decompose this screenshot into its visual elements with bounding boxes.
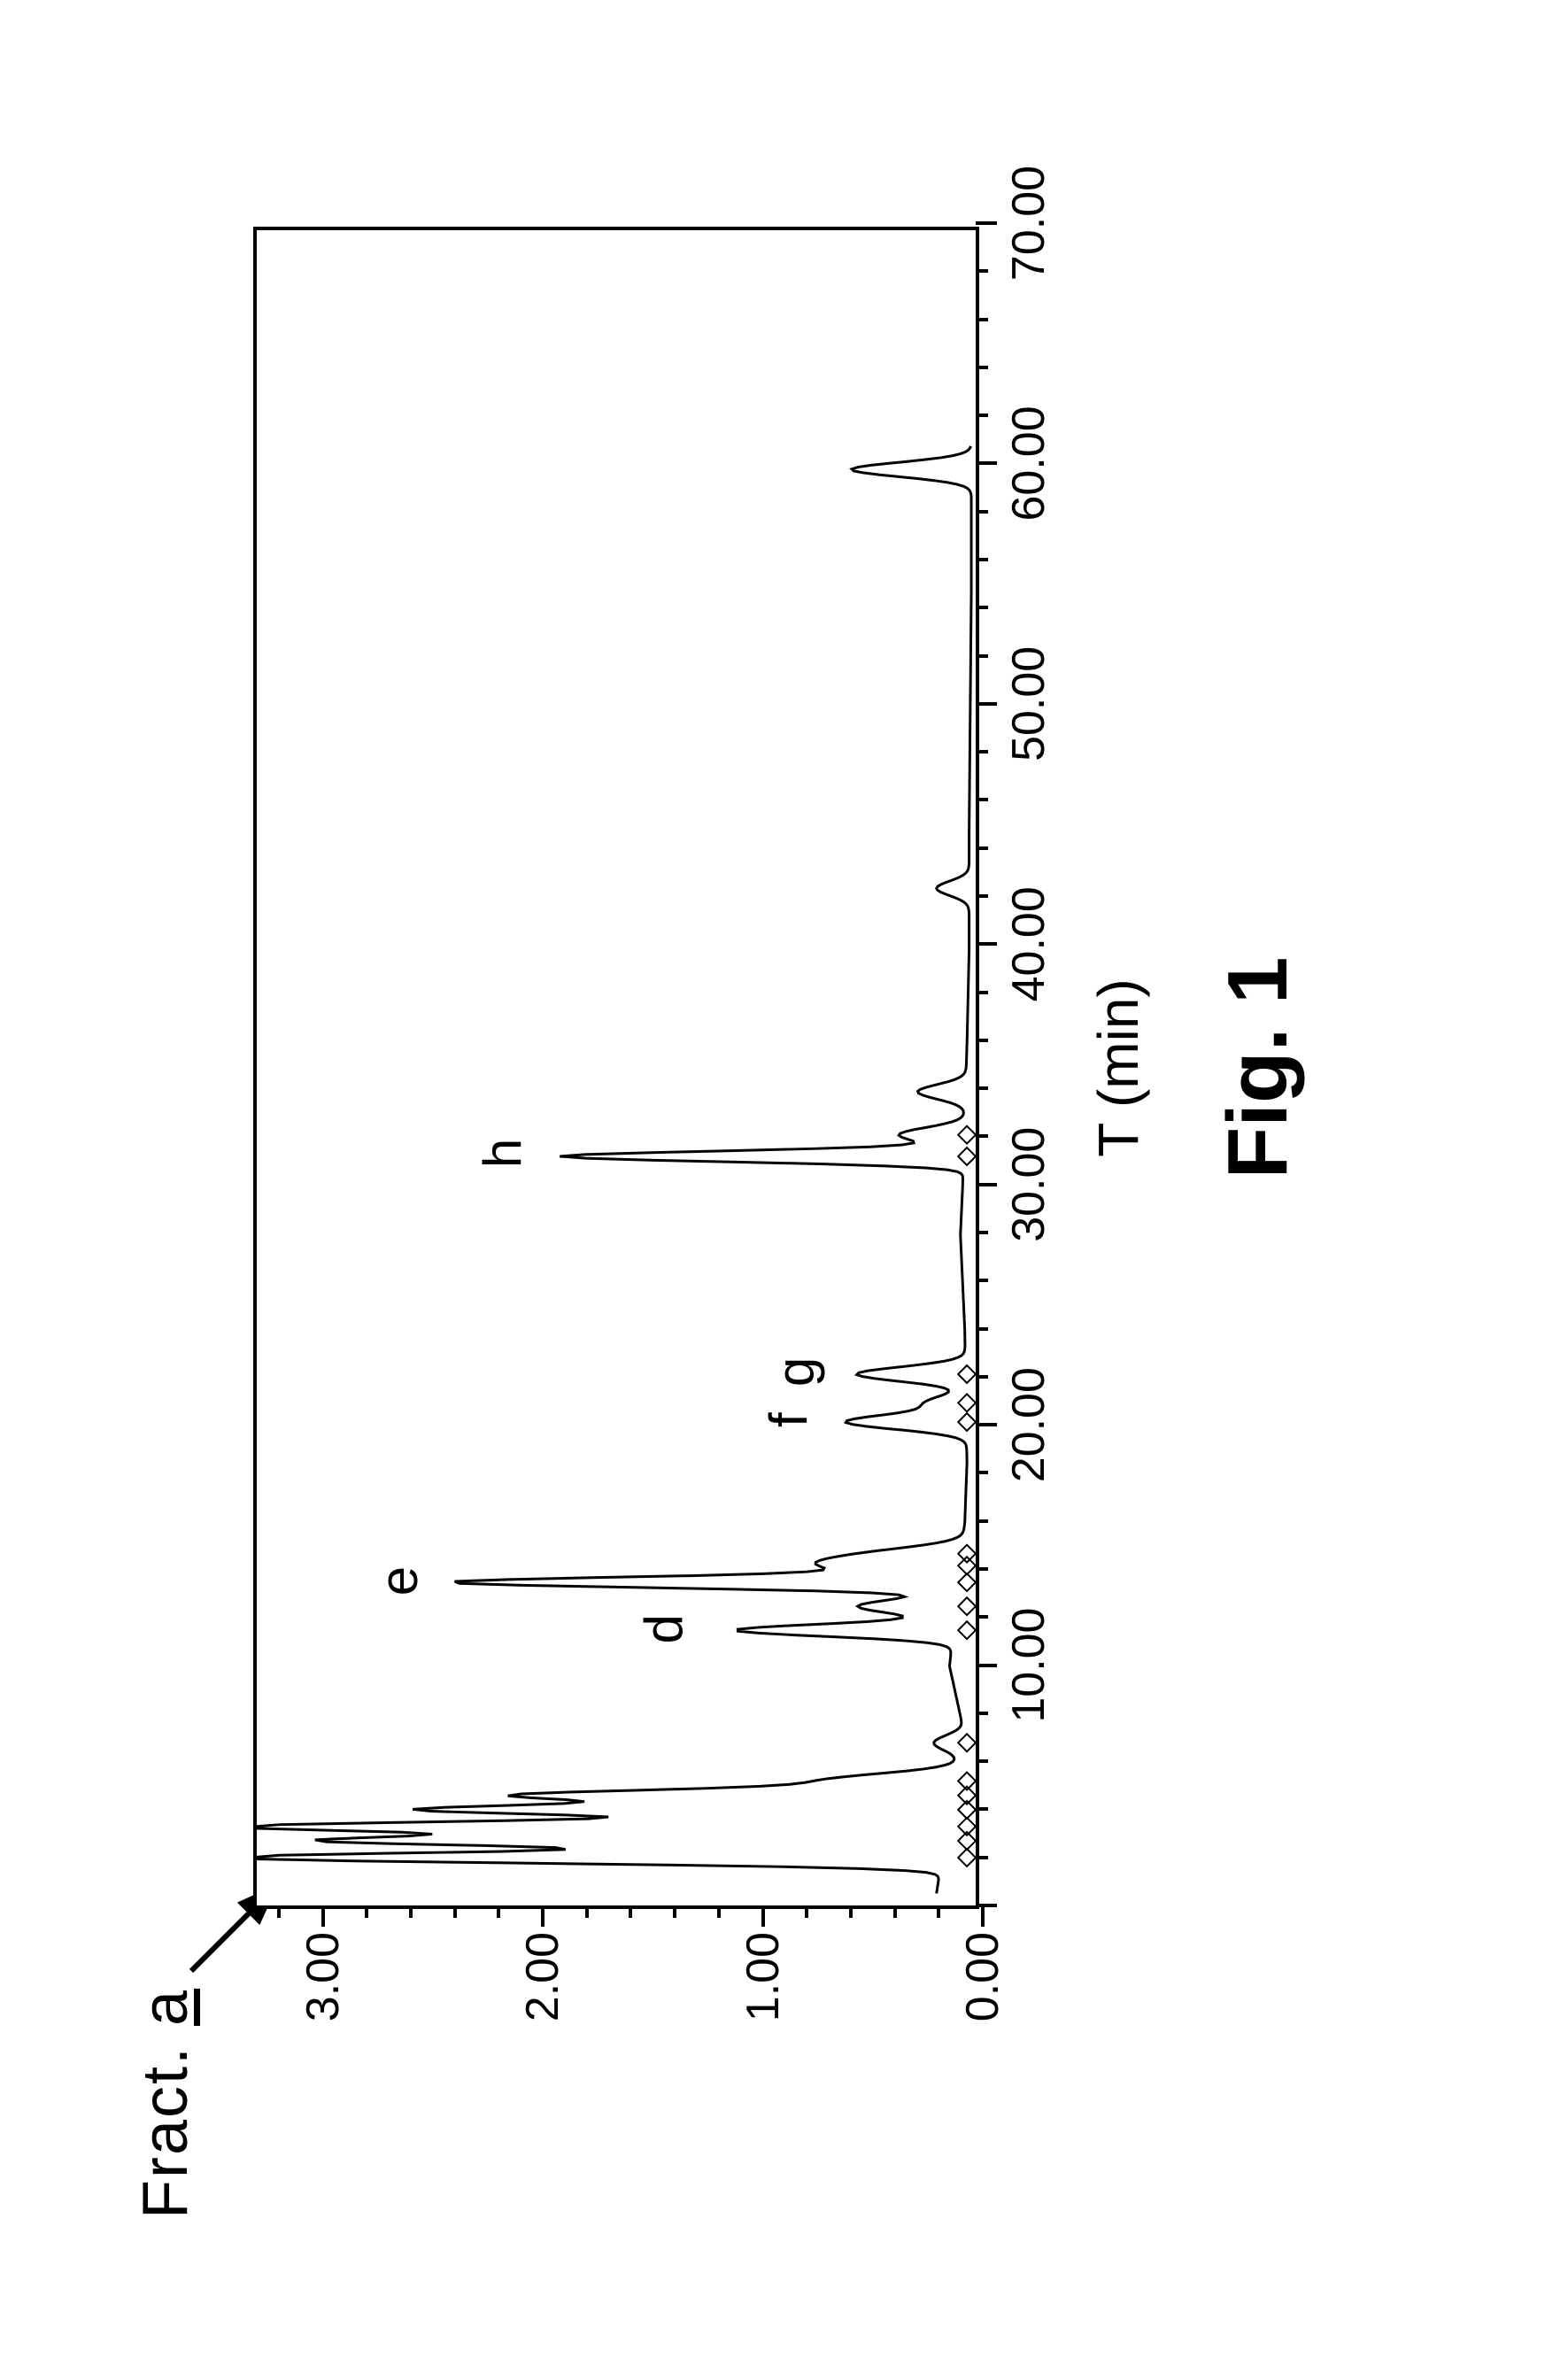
y-tick-minor	[805, 1905, 808, 1918]
y-tick-label: 0.00	[956, 1932, 1009, 2056]
y-tick-minor	[629, 1905, 632, 1918]
chart-plot-area: 0.0010.0020.0030.0040.0050.0060.0070.000…	[257, 230, 976, 1905]
x-tick-minor	[976, 1759, 988, 1763]
peak-marker-icon	[958, 1573, 976, 1591]
y-tick-major	[321, 1905, 324, 1927]
y-tick-minor	[848, 1905, 852, 1918]
y-tick-label: 1.00	[736, 1932, 789, 2056]
x-tick-major	[976, 1663, 997, 1666]
y-tick-major	[981, 1905, 985, 1927]
x-tick-label: 30.00	[1002, 1126, 1055, 1241]
peak-marker-icon	[958, 1125, 976, 1143]
x-tick-minor	[976, 1855, 988, 1859]
x-tick-minor	[976, 1519, 988, 1522]
x-tick-minor	[976, 1711, 988, 1714]
x-tick-minor	[976, 1038, 988, 1041]
x-tick-minor	[976, 1471, 988, 1474]
x-tick-major	[976, 1182, 997, 1186]
x-tick-minor	[976, 413, 988, 417]
peak-label-e: e	[368, 1565, 429, 1595]
peak-marker-icon	[958, 1365, 976, 1383]
x-axis-label: T (min)	[1085, 978, 1151, 1156]
peak-marker-icon	[958, 1734, 976, 1751]
x-tick-minor	[976, 558, 988, 561]
x-tick-label: 60.00	[1002, 406, 1055, 521]
x-tick-minor	[976, 269, 988, 273]
y-tick-label: 3.00	[296, 1932, 349, 2056]
peak-marker-icon	[958, 1621, 976, 1639]
x-tick-minor	[976, 317, 988, 321]
peak-label-f: f	[758, 1412, 819, 1427]
peak-marker-icon	[958, 1848, 976, 1866]
y-tick-minor	[365, 1905, 368, 1918]
y-tick-minor	[584, 1905, 588, 1918]
y-tick-minor	[452, 1905, 456, 1918]
x-tick-minor	[976, 606, 988, 609]
x-tick-minor	[976, 990, 988, 993]
y-tick-minor	[892, 1905, 896, 1918]
x-tick-minor	[976, 1134, 988, 1138]
y-tick-minor	[276, 1905, 280, 1918]
peak-label-h: h	[472, 1138, 533, 1167]
x-tick-minor	[976, 798, 988, 801]
x-tick-label: 20.00	[1002, 1367, 1055, 1482]
peak-marker-icon	[958, 1544, 976, 1562]
x-tick-label: 40.00	[1002, 886, 1055, 1001]
x-tick-minor	[976, 894, 988, 898]
y-tick-minor	[937, 1905, 940, 1918]
x-tick-label: 50.00	[1002, 645, 1055, 761]
x-tick-major	[976, 221, 997, 225]
chromatogram-chart: 0.0010.0020.0030.0040.0050.0060.0070.000…	[253, 227, 979, 1909]
peak-marker-icon	[958, 1148, 976, 1165]
x-tick-minor	[976, 1807, 988, 1811]
y-tick-minor	[497, 1905, 500, 1918]
x-tick-label: 10.00	[1002, 1607, 1055, 1722]
x-tick-minor	[976, 653, 988, 657]
x-tick-minor	[976, 1326, 988, 1330]
peak-marker-icon	[958, 1597, 976, 1615]
x-tick-minor	[976, 846, 988, 849]
peak-marker-icon	[958, 1557, 976, 1574]
peak-label-g: g	[764, 1356, 825, 1386]
page-container: Fract. a 0.0010.0020.0030.0040.0050.0060…	[76, 120, 1493, 2245]
x-tick-minor	[976, 509, 988, 513]
y-tick-minor	[408, 1905, 412, 1918]
x-tick-minor	[976, 750, 988, 754]
x-tick-major	[976, 461, 997, 465]
x-tick-label: 70.00	[1002, 165, 1055, 280]
y-tick-label: 2.00	[516, 1932, 569, 2056]
x-tick-major	[976, 1904, 997, 1907]
x-tick-major	[976, 1423, 997, 1426]
x-tick-minor	[976, 365, 988, 368]
x-tick-minor	[976, 1231, 988, 1234]
y-tick-major	[541, 1905, 545, 1927]
x-tick-minor	[976, 1567, 988, 1571]
x-tick-minor	[976, 1086, 988, 1090]
x-tick-major	[976, 942, 997, 946]
x-tick-minor	[976, 1279, 988, 1282]
x-tick-minor	[976, 1615, 988, 1619]
x-tick-minor	[976, 1374, 988, 1378]
y-tick-minor	[716, 1905, 720, 1918]
y-tick-minor	[673, 1905, 676, 1918]
peak-marker-icon	[958, 1413, 976, 1431]
x-tick-major	[976, 701, 997, 705]
peak-label-d: d	[632, 1614, 693, 1643]
y-tick-major	[761, 1905, 764, 1927]
chromatogram-markers	[257, 230, 976, 1905]
peak-marker-icon	[958, 1394, 976, 1411]
figure-label: Fig. 1	[1209, 956, 1307, 1179]
